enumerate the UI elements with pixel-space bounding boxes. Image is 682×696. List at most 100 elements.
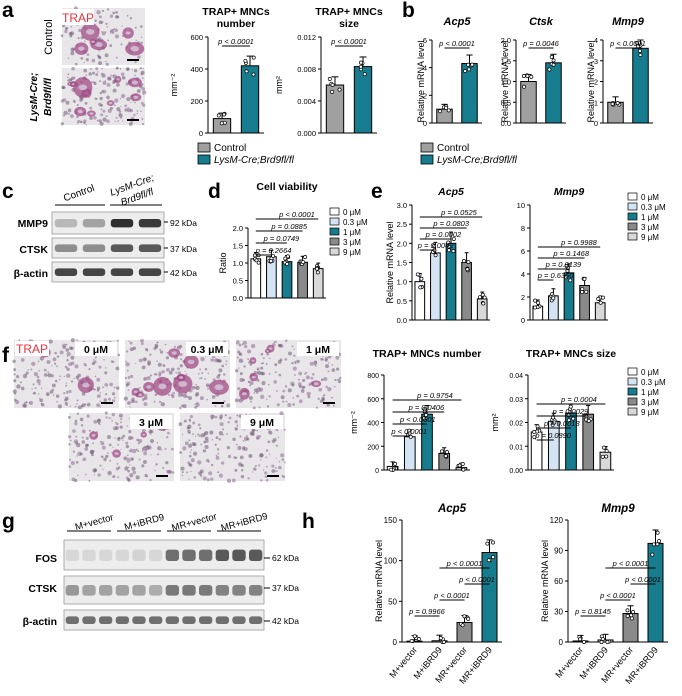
cell-dot bbox=[184, 441, 189, 446]
cell-dot bbox=[309, 361, 314, 366]
data-point bbox=[256, 260, 261, 265]
data-point bbox=[480, 292, 485, 297]
legend-label: 9 μM bbox=[343, 248, 361, 257]
cell-dot bbox=[126, 67, 130, 71]
cell-dot bbox=[294, 360, 297, 364]
data-point bbox=[470, 62, 475, 67]
cell-dot bbox=[124, 466, 129, 471]
cell-dot bbox=[149, 478, 152, 482]
scale-bar bbox=[156, 475, 168, 477]
y-tick-label: 3.0 bbox=[397, 201, 407, 210]
cell-dot bbox=[298, 399, 303, 404]
cell-dot bbox=[194, 403, 197, 405]
cell-dot bbox=[265, 465, 268, 468]
cell-dot bbox=[305, 375, 310, 380]
y-tick-label: 150 bbox=[384, 516, 398, 525]
cell-dot bbox=[103, 358, 105, 361]
cell-dot bbox=[236, 356, 239, 359]
trap-cell-core bbox=[133, 95, 139, 99]
cell-dot bbox=[192, 421, 196, 425]
bar bbox=[445, 242, 457, 321]
cell-dot bbox=[222, 373, 226, 376]
cell-dot bbox=[129, 341, 133, 345]
cell-dot bbox=[222, 434, 225, 436]
cell-dot bbox=[129, 464, 131, 466]
cell-dot bbox=[336, 367, 340, 371]
kda-label: 37 kDa bbox=[272, 583, 299, 593]
y-tick-label: 1.5 bbox=[501, 57, 511, 66]
chart-title: TRAP+ MNCs bbox=[202, 6, 270, 18]
cell-dot bbox=[260, 353, 263, 356]
cell-dot bbox=[260, 362, 263, 365]
cell-dot bbox=[126, 425, 129, 427]
legend-label: 1 μM bbox=[641, 388, 659, 397]
cell-dot bbox=[291, 361, 294, 365]
data-point bbox=[463, 68, 468, 73]
cell-dot bbox=[94, 357, 97, 359]
y-axis-label: Relative mRNA level bbox=[374, 540, 384, 622]
cell-dot bbox=[104, 371, 108, 375]
kda-label: 42 kDa bbox=[170, 268, 197, 278]
cell-dot bbox=[99, 121, 104, 126]
cell-dot bbox=[325, 385, 328, 389]
cell-dot bbox=[136, 112, 138, 115]
cell-dot bbox=[203, 434, 206, 437]
cell-dot bbox=[192, 451, 198, 456]
cell-dot bbox=[140, 41, 143, 44]
cell-dot bbox=[37, 360, 40, 363]
bar bbox=[545, 62, 562, 124]
data-point bbox=[359, 60, 363, 65]
cell-dot bbox=[124, 104, 128, 108]
data-point bbox=[443, 454, 448, 458]
cell-dot bbox=[172, 391, 175, 395]
kda-label: 42 kDa bbox=[272, 616, 299, 626]
cell-dot bbox=[268, 357, 271, 360]
cell-dot bbox=[158, 400, 162, 404]
cell-dot bbox=[128, 435, 133, 441]
trap-cell-core bbox=[125, 31, 131, 35]
trap-cell-core bbox=[266, 350, 270, 353]
cell-dot bbox=[64, 29, 68, 34]
cell-dot bbox=[211, 395, 216, 399]
legend-label: 0.3 μM bbox=[641, 203, 666, 212]
cell-dot bbox=[213, 358, 219, 363]
y-tick-label: 0.02 bbox=[509, 421, 523, 428]
cell-dot bbox=[248, 453, 253, 458]
chart-title: Mmp9 bbox=[554, 186, 584, 198]
cell-dot bbox=[292, 403, 295, 406]
cell-dot bbox=[64, 398, 68, 402]
cell-dot bbox=[70, 347, 73, 349]
band-label: FOS bbox=[35, 553, 57, 565]
cell-dot bbox=[246, 435, 248, 438]
cell-dot bbox=[125, 360, 127, 363]
data-point bbox=[482, 295, 487, 300]
cell-dot bbox=[32, 391, 36, 395]
micrograph-cko bbox=[60, 66, 147, 126]
data-point bbox=[625, 614, 630, 619]
cell-dot bbox=[112, 446, 114, 448]
cell-dot bbox=[108, 397, 111, 401]
blot-band bbox=[138, 219, 162, 228]
chart-h1: 0 50 100 150 Acp5 Relative mRNA level p = 0.99… bbox=[374, 503, 502, 686]
cell-dot bbox=[178, 422, 183, 426]
cell-dot bbox=[190, 458, 195, 463]
y-axis-label: Relative mRNA level bbox=[586, 40, 596, 122]
data-point bbox=[625, 608, 630, 613]
cell-dot bbox=[274, 363, 278, 367]
data-point bbox=[451, 237, 456, 241]
y-tick-label: 0.0 bbox=[233, 294, 243, 303]
y-tick-label: 600 bbox=[367, 397, 379, 404]
cell-dot bbox=[97, 394, 101, 399]
blot-band bbox=[82, 219, 106, 228]
cell-dot bbox=[79, 452, 83, 456]
cell-dot bbox=[300, 389, 305, 393]
cell-dot bbox=[67, 108, 72, 113]
cell-dot bbox=[275, 341, 278, 343]
cell-dot bbox=[183, 419, 187, 423]
cell-dot bbox=[54, 351, 57, 355]
cell-dot bbox=[98, 20, 103, 25]
cell-dot bbox=[119, 425, 123, 429]
y-tick-label: 0.008 bbox=[297, 65, 316, 74]
blot-band bbox=[115, 549, 129, 561]
cell-dot bbox=[96, 71, 99, 73]
